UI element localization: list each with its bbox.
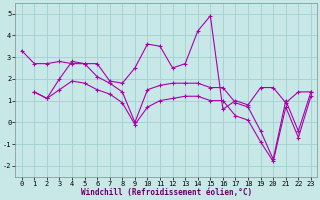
- X-axis label: Windchill (Refroidissement éolien,°C): Windchill (Refroidissement éolien,°C): [81, 188, 252, 197]
